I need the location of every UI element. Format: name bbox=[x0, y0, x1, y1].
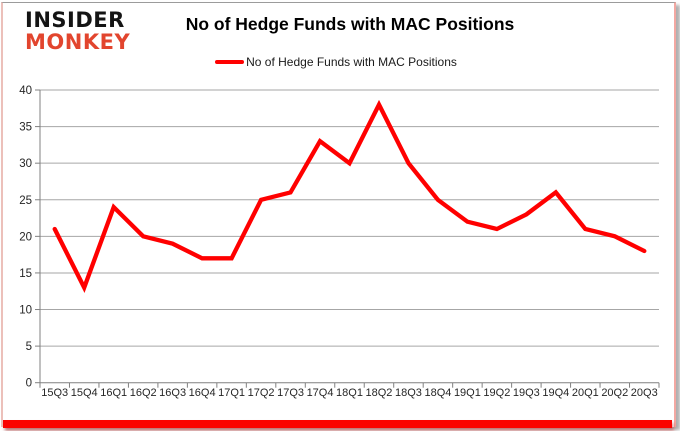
y-tick-label: 35 bbox=[19, 122, 32, 134]
x-tick-label: 15Q4 bbox=[71, 387, 98, 399]
y-tick-label: 5 bbox=[26, 341, 32, 353]
legend-line-marker-icon bbox=[215, 60, 245, 64]
y-tick-label: 30 bbox=[19, 158, 32, 170]
x-tick-label: 16Q2 bbox=[130, 387, 157, 399]
x-tick-label: 19Q4 bbox=[542, 387, 569, 399]
x-tick-label: 16Q4 bbox=[189, 387, 216, 399]
x-tick-label: 18Q2 bbox=[366, 387, 393, 399]
x-tick-label: 17Q1 bbox=[218, 387, 245, 399]
x-tick-label: 17Q2 bbox=[248, 387, 275, 399]
y-tick-label: 10 bbox=[19, 305, 32, 317]
x-tick-label: 17Q3 bbox=[277, 387, 304, 399]
chart-title: No of Hedge Funds with MAC Positions bbox=[185, 14, 515, 34]
insider-monkey-logo[interactable]: INSIDER MONKEY bbox=[25, 10, 130, 53]
x-tick-label: 16Q1 bbox=[100, 387, 127, 399]
x-tick-label: 19Q1 bbox=[454, 387, 481, 399]
logo-text-monkey: MONKEY bbox=[25, 30, 131, 54]
x-tick-label: 17Q4 bbox=[307, 387, 334, 399]
y-tick-label: 40 bbox=[19, 85, 32, 97]
footer-red-bar bbox=[3, 420, 672, 428]
x-axis-ticks: 15Q3 15Q4 16Q1 16Q2 16Q3 16Q4 17Q1 17Q2 17Q3 17Q4… bbox=[39, 382, 660, 399]
x-tick-label: 20Q2 bbox=[601, 387, 628, 399]
legend-series-label: No of Hedge Funds with MAC Positions bbox=[246, 55, 457, 69]
y-tick-label: 0 bbox=[26, 378, 32, 390]
gridlines bbox=[40, 89, 659, 347]
y-tick-label: 20 bbox=[19, 231, 32, 243]
x-tick-label: 18Q1 bbox=[336, 387, 363, 399]
x-tick-label: 20Q3 bbox=[631, 387, 658, 399]
x-tick-label: 20Q1 bbox=[572, 387, 599, 399]
chart-card-frame bbox=[1, 2, 676, 427]
y-tick-label: 25 bbox=[19, 195, 32, 207]
series-line bbox=[52, 99, 647, 293]
y-axis-ticks: 0 5 10 15 20 25 30 35 40 bbox=[19, 85, 40, 390]
chart-legend: No of Hedge Funds with MAC Positions bbox=[0, 55, 672, 69]
x-tick-label: 18Q4 bbox=[424, 387, 451, 399]
x-tick-label: 15Q3 bbox=[41, 387, 68, 399]
x-tick-label: 19Q2 bbox=[483, 387, 510, 399]
x-tick-label: 18Q3 bbox=[395, 387, 422, 399]
x-tick-label: 16Q3 bbox=[159, 387, 186, 399]
y-tick-label: 15 bbox=[19, 268, 32, 280]
logo-text-insider: INSIDER bbox=[25, 8, 125, 32]
x-tick-label: 19Q3 bbox=[513, 387, 540, 399]
